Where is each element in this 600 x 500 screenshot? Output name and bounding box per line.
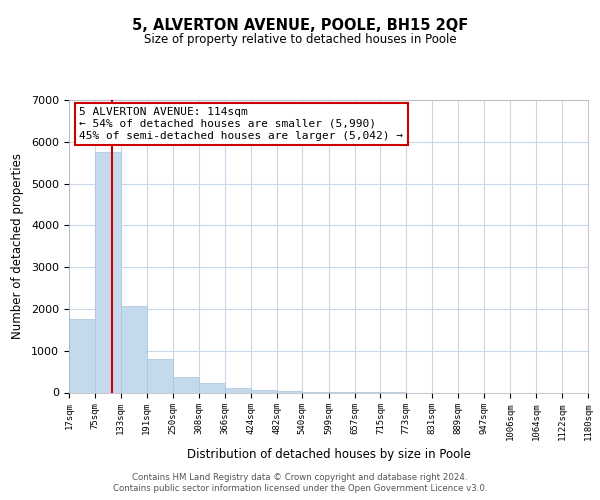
Bar [199,384,225,392]
Y-axis label: Number of detached properties: Number of detached properties [11,153,24,340]
Bar [69,318,95,392]
Text: 5, ALVERTON AVENUE, POOLE, BH15 2QF: 5, ALVERTON AVENUE, POOLE, BH15 2QF [132,18,468,32]
Bar [173,378,199,392]
Text: 5 ALVERTON AVENUE: 114sqm
← 54% of detached houses are smaller (5,990)
45% of se: 5 ALVERTON AVENUE: 114sqm ← 54% of detac… [79,108,403,140]
Text: Contains HM Land Registry data © Crown copyright and database right 2024.: Contains HM Land Registry data © Crown c… [132,472,468,482]
X-axis label: Distribution of detached houses by size in Poole: Distribution of detached houses by size … [187,448,470,461]
Text: Size of property relative to detached houses in Poole: Size of property relative to detached ho… [143,32,457,46]
Bar [225,388,251,392]
Bar [277,391,302,392]
Bar [95,152,121,392]
Bar [146,359,173,392]
Bar [251,390,277,392]
Bar [121,306,146,392]
Text: Contains public sector information licensed under the Open Government Licence v3: Contains public sector information licen… [113,484,487,493]
